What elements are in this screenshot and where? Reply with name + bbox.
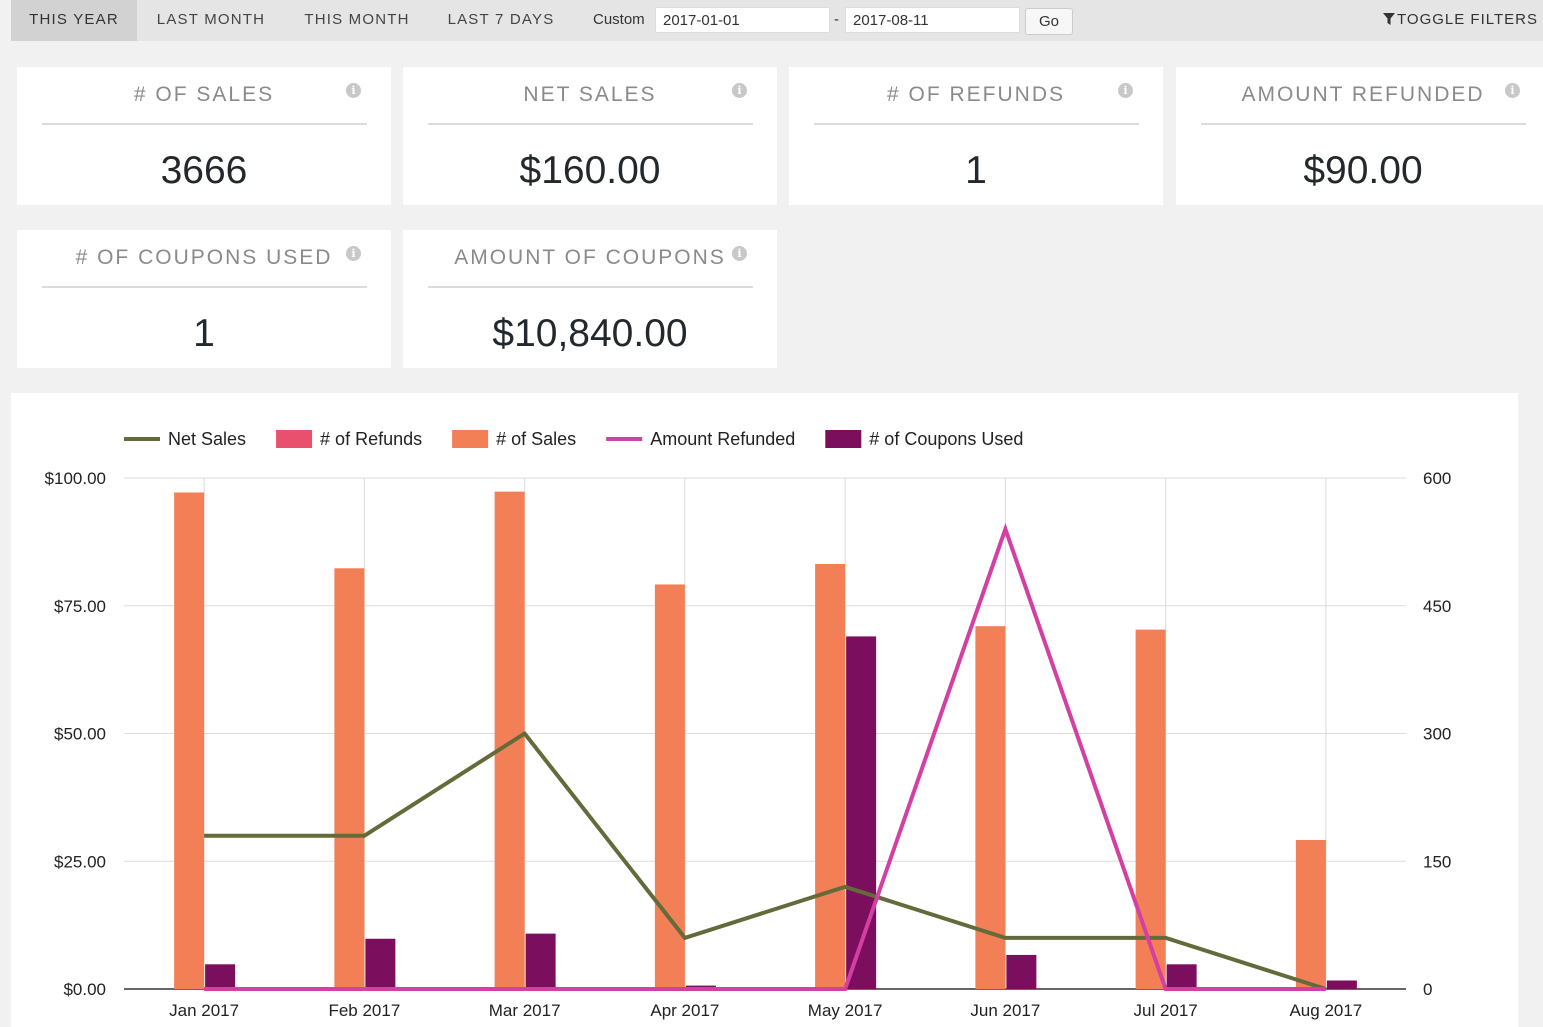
x-tick-label: Jul 2017	[1133, 1001, 1197, 1020]
bar-of-coupons-used	[1166, 964, 1197, 989]
card-title: Net Sales	[523, 83, 657, 106]
card-number-of-sales: # of Sales i 3666	[17, 67, 391, 205]
card-value: 1	[965, 149, 987, 192]
y-right-tick-label: 0	[1423, 980, 1432, 999]
y-right-tick-label: 600	[1423, 469, 1451, 488]
card-divider	[42, 123, 367, 125]
y-left-tick-label: $0.00	[63, 980, 106, 999]
bar-of-coupons-used	[365, 938, 396, 989]
card-number-of-refunds: # of Refunds i 1	[789, 67, 1163, 205]
go-button[interactable]: Go	[1025, 8, 1073, 35]
card-title: Amount of Coupons	[454, 246, 726, 269]
card-title: Amount Refunded	[1241, 83, 1485, 106]
x-tick-label: May 2017	[808, 1001, 883, 1020]
x-tick-label: Feb 2017	[328, 1001, 400, 1020]
card-net-sales: Net Sales i $160.00	[403, 67, 777, 205]
toggle-filters-button[interactable]: Toggle Filters	[1383, 0, 1538, 40]
bar-of-sales	[174, 492, 205, 989]
card-value: $10,840.00	[492, 312, 688, 355]
bar-of-sales	[815, 564, 846, 989]
y-left-tick-label: $100.00	[45, 469, 106, 488]
tab-last-7-days[interactable]: Last 7 Days	[447, 11, 555, 28]
filter-bar: This Year Last Month This Month Last 7 D…	[11, 0, 1543, 41]
card-value: $160.00	[519, 149, 661, 192]
card-divider	[814, 123, 1139, 125]
custom-range-label: Custom	[593, 11, 645, 28]
x-tick-label: Mar 2017	[489, 1001, 561, 1020]
end-date-input[interactable]	[845, 7, 1020, 33]
card-divider	[42, 286, 367, 288]
legend-swatch	[825, 430, 862, 448]
card-divider	[428, 123, 753, 125]
y-right-tick-label: 150	[1423, 852, 1451, 871]
line-amount-refunded	[204, 523, 1326, 991]
card-number-of-coupons-used: # of Coupons Used i 1	[17, 230, 391, 368]
line-net-sales	[204, 730, 1327, 991]
legend-swatch	[452, 430, 489, 448]
bar-of-coupons-used	[846, 636, 877, 989]
toggle-filters-label: Toggle Filters	[1397, 11, 1538, 28]
x-tick-label: Jun 2017	[970, 1001, 1040, 1020]
y-left-tick-label: $25.00	[54, 852, 106, 871]
sales-chart-panel: $0.00 $25.00 $50.00 $75.00 $100.00 0 150 300 450…	[11, 393, 1518, 1027]
y-left-tick-label: $75.00	[54, 597, 106, 616]
legend-label: # of Refunds	[320, 429, 422, 449]
sales-chart: $0.00 $25.00 $50.00 $75.00 $100.00 0 150 300 450…	[45, 429, 1452, 1020]
tab-this-month[interactable]: This Month	[304, 11, 410, 28]
tab-last-month[interactable]: Last Month	[156, 11, 266, 28]
bar-of-sales	[1295, 839, 1326, 989]
start-date-input[interactable]	[655, 7, 830, 33]
card-divider	[1201, 123, 1526, 125]
card-value: 1	[193, 312, 215, 355]
y-left-tick-label: $50.00	[54, 725, 106, 744]
card-amount-of-coupons: Amount of Coupons i $10,840.00	[403, 230, 777, 368]
x-tick-label: Jan 2017	[169, 1001, 239, 1020]
legend-label: # of Sales	[496, 429, 576, 449]
bar-of-sales	[334, 568, 365, 989]
legend-label: Net Sales	[168, 429, 246, 449]
bar-of-coupons-used	[525, 933, 556, 989]
bar-of-sales	[494, 491, 525, 989]
card-amount-refunded: Amount Refunded i $90.00	[1176, 67, 1543, 205]
y-right-tick-label: 450	[1423, 597, 1451, 616]
card-title: # of Coupons Used	[75, 246, 333, 269]
info-icon[interactable]: i	[1505, 83, 1520, 98]
x-tick-label: Aug 2017	[1289, 1001, 1362, 1020]
legend-label: # of Coupons Used	[869, 429, 1023, 449]
bar-of-sales	[1135, 629, 1166, 989]
info-icon[interactable]: i	[346, 246, 361, 261]
info-icon[interactable]: i	[732, 246, 747, 261]
bar-of-sales	[654, 584, 685, 989]
info-icon[interactable]: i	[1118, 83, 1133, 98]
y-right-tick-label: 300	[1423, 725, 1451, 744]
info-icon[interactable]: i	[732, 83, 747, 98]
x-tick-label: Apr 2017	[650, 1001, 719, 1020]
card-value: $90.00	[1303, 149, 1423, 192]
bar-of-coupons-used	[1326, 980, 1357, 989]
card-divider	[428, 286, 753, 288]
card-value: 3666	[160, 149, 248, 192]
card-title: # of Sales	[133, 83, 275, 106]
card-title: # of Refunds	[886, 83, 1065, 106]
legend-swatch	[276, 430, 313, 448]
date-separator: -	[834, 11, 839, 28]
tab-this-year[interactable]: This Year	[11, 0, 137, 41]
bar-of-coupons-used	[205, 964, 236, 989]
legend-label: Amount Refunded	[650, 429, 795, 449]
filter-icon	[1383, 13, 1396, 25]
bar-of-coupons-used	[1006, 954, 1037, 989]
info-icon[interactable]: i	[346, 83, 361, 98]
